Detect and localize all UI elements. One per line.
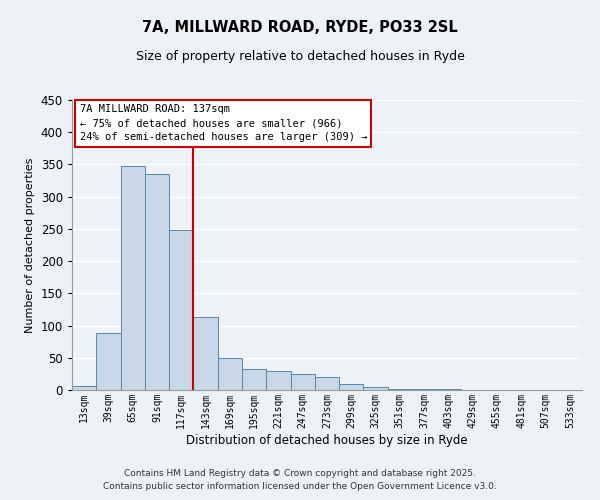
Bar — [121, 166, 145, 390]
Bar — [339, 384, 364, 390]
Text: Size of property relative to detached houses in Ryde: Size of property relative to detached ho… — [136, 50, 464, 63]
Y-axis label: Number of detached properties: Number of detached properties — [25, 158, 35, 332]
Bar — [364, 388, 388, 390]
Text: 7A, MILLWARD ROAD, RYDE, PO33 2SL: 7A, MILLWARD ROAD, RYDE, PO33 2SL — [142, 20, 458, 35]
Bar — [72, 386, 96, 390]
Text: 7A MILLWARD ROAD: 137sqm
← 75% of detached houses are smaller (966)
24% of semi-: 7A MILLWARD ROAD: 137sqm ← 75% of detach… — [80, 104, 367, 142]
Bar — [193, 317, 218, 390]
Text: Contains HM Land Registry data © Crown copyright and database right 2025.: Contains HM Land Registry data © Crown c… — [124, 468, 476, 477]
Bar — [218, 358, 242, 390]
Bar — [266, 370, 290, 390]
Bar — [169, 230, 193, 390]
Bar — [242, 370, 266, 390]
Bar — [145, 174, 169, 390]
X-axis label: Distribution of detached houses by size in Ryde: Distribution of detached houses by size … — [186, 434, 468, 446]
Bar — [315, 377, 339, 390]
Text: Contains public sector information licensed under the Open Government Licence v3: Contains public sector information licen… — [103, 482, 497, 491]
Bar — [290, 374, 315, 390]
Bar — [96, 332, 121, 390]
